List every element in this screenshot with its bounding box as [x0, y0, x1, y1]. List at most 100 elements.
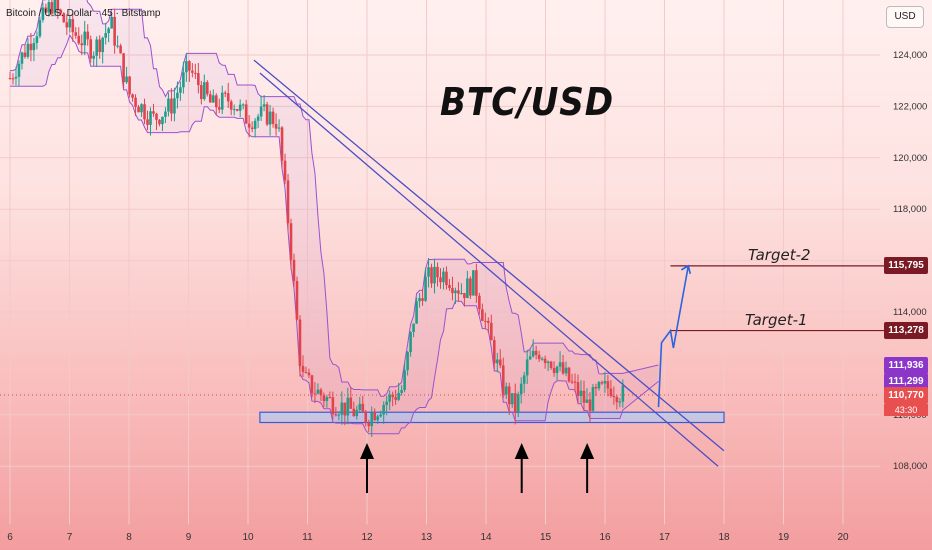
target-lines — [670, 265, 884, 332]
candle — [570, 373, 574, 385]
candle — [490, 314, 493, 341]
descending-line-1[interactable] — [253, 59, 725, 452]
y-tick-label: 122,000 — [893, 101, 927, 112]
candle — [155, 112, 158, 131]
candle — [277, 119, 281, 132]
candle — [128, 75, 131, 98]
x-tick-label: 6 — [7, 532, 13, 543]
candle — [32, 37, 36, 62]
candle — [615, 394, 619, 410]
target-2-label: Target-2 — [748, 245, 811, 264]
candle — [280, 125, 284, 169]
up-arrow-icon — [514, 443, 529, 493]
candle — [286, 173, 290, 230]
candle — [543, 355, 547, 369]
candle — [358, 396, 362, 412]
candle — [140, 103, 143, 117]
candle — [304, 366, 308, 374]
x-tick-label: 19 — [778, 532, 790, 543]
candle — [86, 24, 90, 46]
candle — [439, 268, 442, 289]
candle — [250, 121, 254, 133]
candle — [62, 12, 66, 23]
candle — [206, 80, 209, 97]
price-label-current: 110,770 — [884, 386, 928, 404]
candle — [41, 2, 45, 23]
candle — [310, 374, 314, 398]
candle — [53, 0, 57, 17]
candle — [29, 32, 33, 62]
candle — [197, 62, 200, 94]
candle — [507, 382, 511, 415]
x-axis: 6 7 8 9 10 11 12 13 14 15 16 17 18 19 20 — [0, 524, 880, 543]
candles — [8, 0, 625, 438]
candle — [113, 8, 116, 54]
candle — [349, 387, 353, 409]
currency-button[interactable]: USD — [886, 6, 924, 28]
candle — [460, 283, 463, 295]
candle — [498, 349, 502, 369]
cloud-envelope — [9, 0, 659, 435]
projection-arrowhead — [680, 264, 692, 275]
candle — [101, 36, 104, 64]
candle — [346, 387, 350, 425]
candle — [343, 402, 347, 426]
candle — [361, 395, 365, 412]
candle — [191, 63, 194, 78]
candle — [271, 107, 275, 128]
candle — [71, 13, 75, 42]
candle — [576, 374, 580, 403]
candle — [50, 0, 54, 17]
candle — [463, 292, 466, 307]
candle — [519, 377, 523, 404]
candle — [582, 380, 586, 412]
cloud-fill — [10, 0, 659, 434]
candle — [451, 276, 454, 301]
candle — [95, 36, 98, 67]
price-label-target-1: 113,278 — [884, 322, 928, 340]
candle — [549, 360, 553, 370]
candle — [223, 90, 227, 98]
candle — [618, 398, 622, 408]
candle — [119, 43, 122, 54]
candle — [567, 366, 571, 383]
chart-title: BTC/USD — [440, 80, 615, 124]
candle — [149, 107, 152, 136]
candle — [600, 380, 604, 385]
candle — [373, 408, 377, 422]
candle — [256, 113, 260, 129]
candle — [292, 253, 296, 288]
candle — [457, 282, 460, 301]
candle — [528, 349, 532, 360]
candle — [501, 357, 505, 398]
candle — [173, 87, 176, 122]
candle — [289, 218, 293, 270]
candle — [188, 60, 191, 82]
candle — [552, 361, 556, 377]
candle — [376, 414, 380, 425]
candle — [259, 95, 263, 121]
candle — [203, 74, 206, 101]
symbol-title[interactable]: Bitcoin / U.S. Dollar · 45 · Bitstamp — [6, 8, 161, 19]
descending-line-2[interactable] — [259, 72, 719, 467]
candle — [391, 391, 394, 407]
x-tick-label: 15 — [540, 532, 552, 543]
candle — [134, 94, 137, 117]
candle — [433, 258, 436, 294]
candle — [8, 71, 12, 80]
candle — [83, 20, 87, 56]
price-label-target-2: 115,795 — [884, 257, 928, 275]
x-tick-label: 11 — [302, 532, 313, 543]
candle — [540, 356, 544, 361]
x-tick-label: 12 — [361, 532, 373, 543]
y-tick-label: 124,000 — [893, 50, 927, 61]
candle — [558, 351, 562, 372]
candle — [487, 317, 490, 334]
candle — [116, 35, 119, 49]
y-tick-label: 114,000 — [893, 307, 927, 318]
candle — [594, 383, 598, 397]
candle — [158, 119, 161, 127]
candle — [546, 360, 550, 372]
candle — [241, 103, 245, 110]
